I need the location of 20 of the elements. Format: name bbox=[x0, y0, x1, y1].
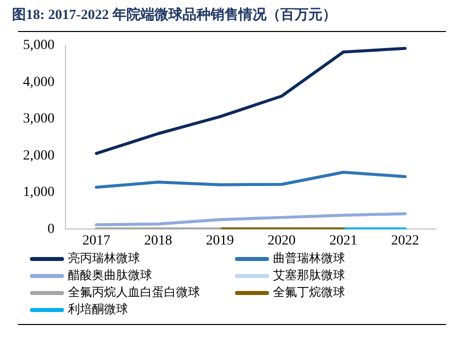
legend-label: 亮丙瑞林微球 bbox=[68, 250, 140, 267]
y-tick-label: 1,000 bbox=[23, 185, 54, 200]
x-tick-label: 2022 bbox=[391, 233, 420, 248]
x-tick-label: 2020 bbox=[268, 233, 296, 248]
x-tick-label: 2017 bbox=[82, 233, 110, 248]
y-tick-label: 2,000 bbox=[23, 148, 54, 164]
legend-label: 全氟丁烷微球 bbox=[273, 284, 345, 301]
chart-title: 图18: 2017-2022 年院端微球品种销售情况（百万元） bbox=[12, 6, 338, 24]
x-tick-label: 2019 bbox=[206, 233, 234, 248]
y-tick-label: 0 bbox=[48, 222, 54, 237]
legend-label: 利培酮微球 bbox=[68, 301, 128, 318]
legend-label: 艾塞那肽微球 bbox=[273, 267, 345, 284]
x-tick-label: 2021 bbox=[329, 233, 358, 248]
x-tick-label: 2018 bbox=[144, 233, 172, 248]
legend-label: 全氟丙烷人血白蛋白微球 bbox=[68, 284, 200, 301]
legend-label: 曲普瑞林微球 bbox=[273, 250, 345, 267]
y-tick-label: 5,000 bbox=[23, 38, 54, 54]
legend-label: 醋酸奥曲肽微球 bbox=[68, 267, 152, 284]
y-tick-label: 3,000 bbox=[23, 112, 54, 127]
y-tick-label: 4,000 bbox=[23, 74, 54, 90]
